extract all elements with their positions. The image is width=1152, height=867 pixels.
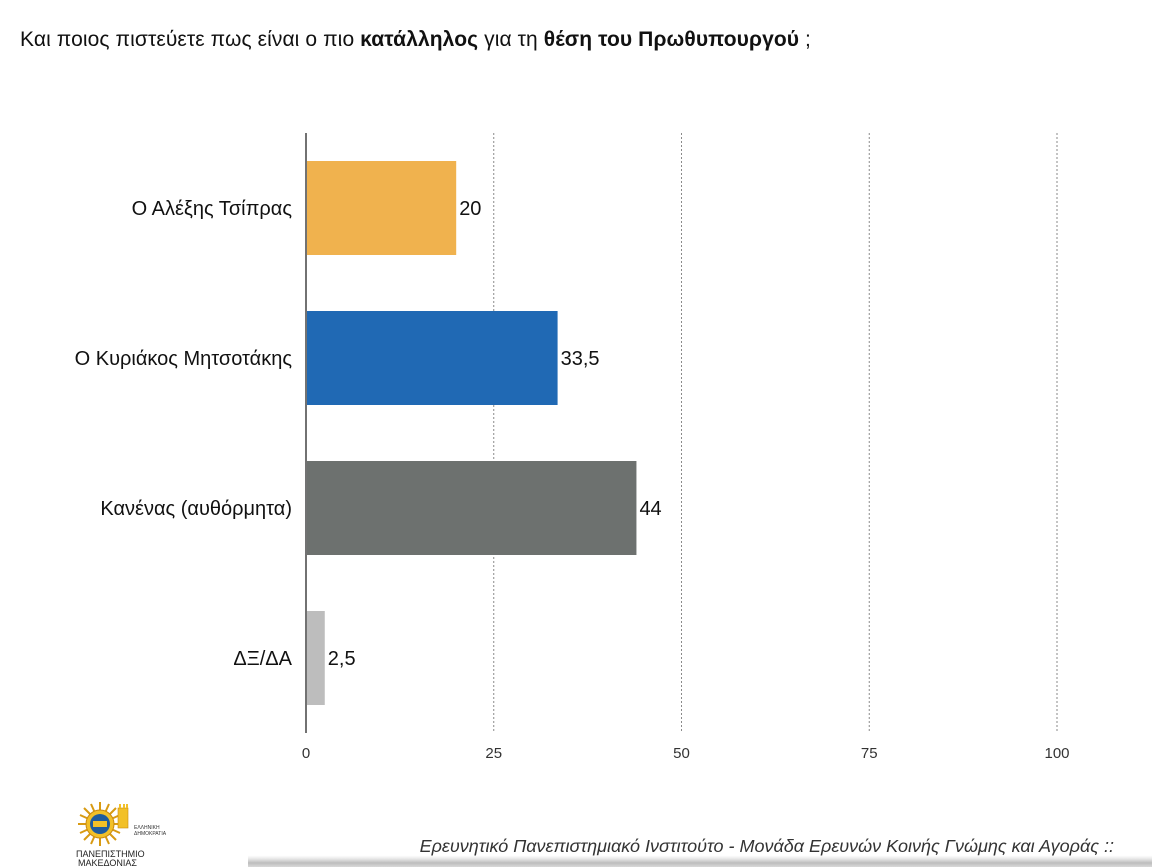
- category-label: Ο Αλέξης Τσίπρας: [132, 198, 293, 220]
- bars: [307, 161, 637, 705]
- logo-text-line-2: ΔΗΜΟΚΡΑΤΙΑ: [134, 831, 167, 837]
- footer-band: [248, 826, 1152, 867]
- x-tick-label: 0: [302, 745, 310, 762]
- university-logo: ΕΛΛΗΝΙΚΗ ΔΗΜΟΚΡΑΤΙΑ ΠΑΝΕΠΙΣΤΗΜΙΟ ΜΑΚΕΔΟΝ…: [76, 802, 167, 867]
- x-tick-label: 75: [861, 745, 878, 762]
- bar-chart: Ο Αλέξης Τσίπρας Ο Κυριάκος Μητσοτάκης Καν…: [75, 133, 1070, 762]
- sun-emblem-icon: [78, 802, 129, 846]
- category-label: Ο Κυριάκος Μητσοτάκης: [75, 348, 293, 370]
- data-label: 2,5: [328, 648, 356, 670]
- bar: [307, 461, 637, 555]
- value-labels: 20 33,5 44 2,5: [328, 198, 662, 670]
- grid-lines: [493, 133, 1058, 733]
- bar: [307, 311, 558, 405]
- data-label: 44: [639, 498, 661, 520]
- title-bold-2: θέση του Πρωθυπουργού: [543, 28, 800, 51]
- chart-title: Και ποιος πιστεύετε πως είναι ο πιο κατά…: [20, 28, 811, 52]
- logo-text-line-1: ΕΛΛΗΝΙΚΗ: [134, 825, 160, 831]
- x-tick-label: 25: [485, 745, 502, 762]
- category-label: Κανένας (αυθόρμητα): [100, 498, 292, 520]
- x-axis-ticks: 0 25 50 75 100: [302, 745, 1070, 762]
- bar: [307, 161, 457, 255]
- title-part-3: ;: [799, 28, 811, 51]
- logo-text-line-3: ΠΑΝΕΠΙΣΤΗΜΙΟ: [76, 849, 145, 859]
- category-label: ΔΞ/ΔΑ: [233, 648, 292, 670]
- logo-text-line-4: ΜΑΚΕΔΟΝΙΑΣ: [78, 858, 137, 867]
- data-label: 33,5: [561, 348, 600, 370]
- category-labels: Ο Αλέξης Τσίπρας Ο Κυριάκος Μητσοτάκης Καν…: [75, 198, 293, 670]
- data-label: 20: [459, 198, 481, 220]
- footer-institute-text: Ερευνητικό Πανεπιστημιακό Ινστιτούτο - Μ…: [419, 836, 1114, 856]
- title-part-1: Και ποιος πιστεύετε πως είναι ο πιο: [20, 28, 361, 51]
- x-tick-label: 100: [1044, 745, 1069, 762]
- x-tick-label: 50: [673, 745, 690, 762]
- title-part-2: για τη: [478, 28, 544, 51]
- title-bold-1: κατάλληλος: [360, 28, 479, 51]
- bar: [307, 611, 325, 705]
